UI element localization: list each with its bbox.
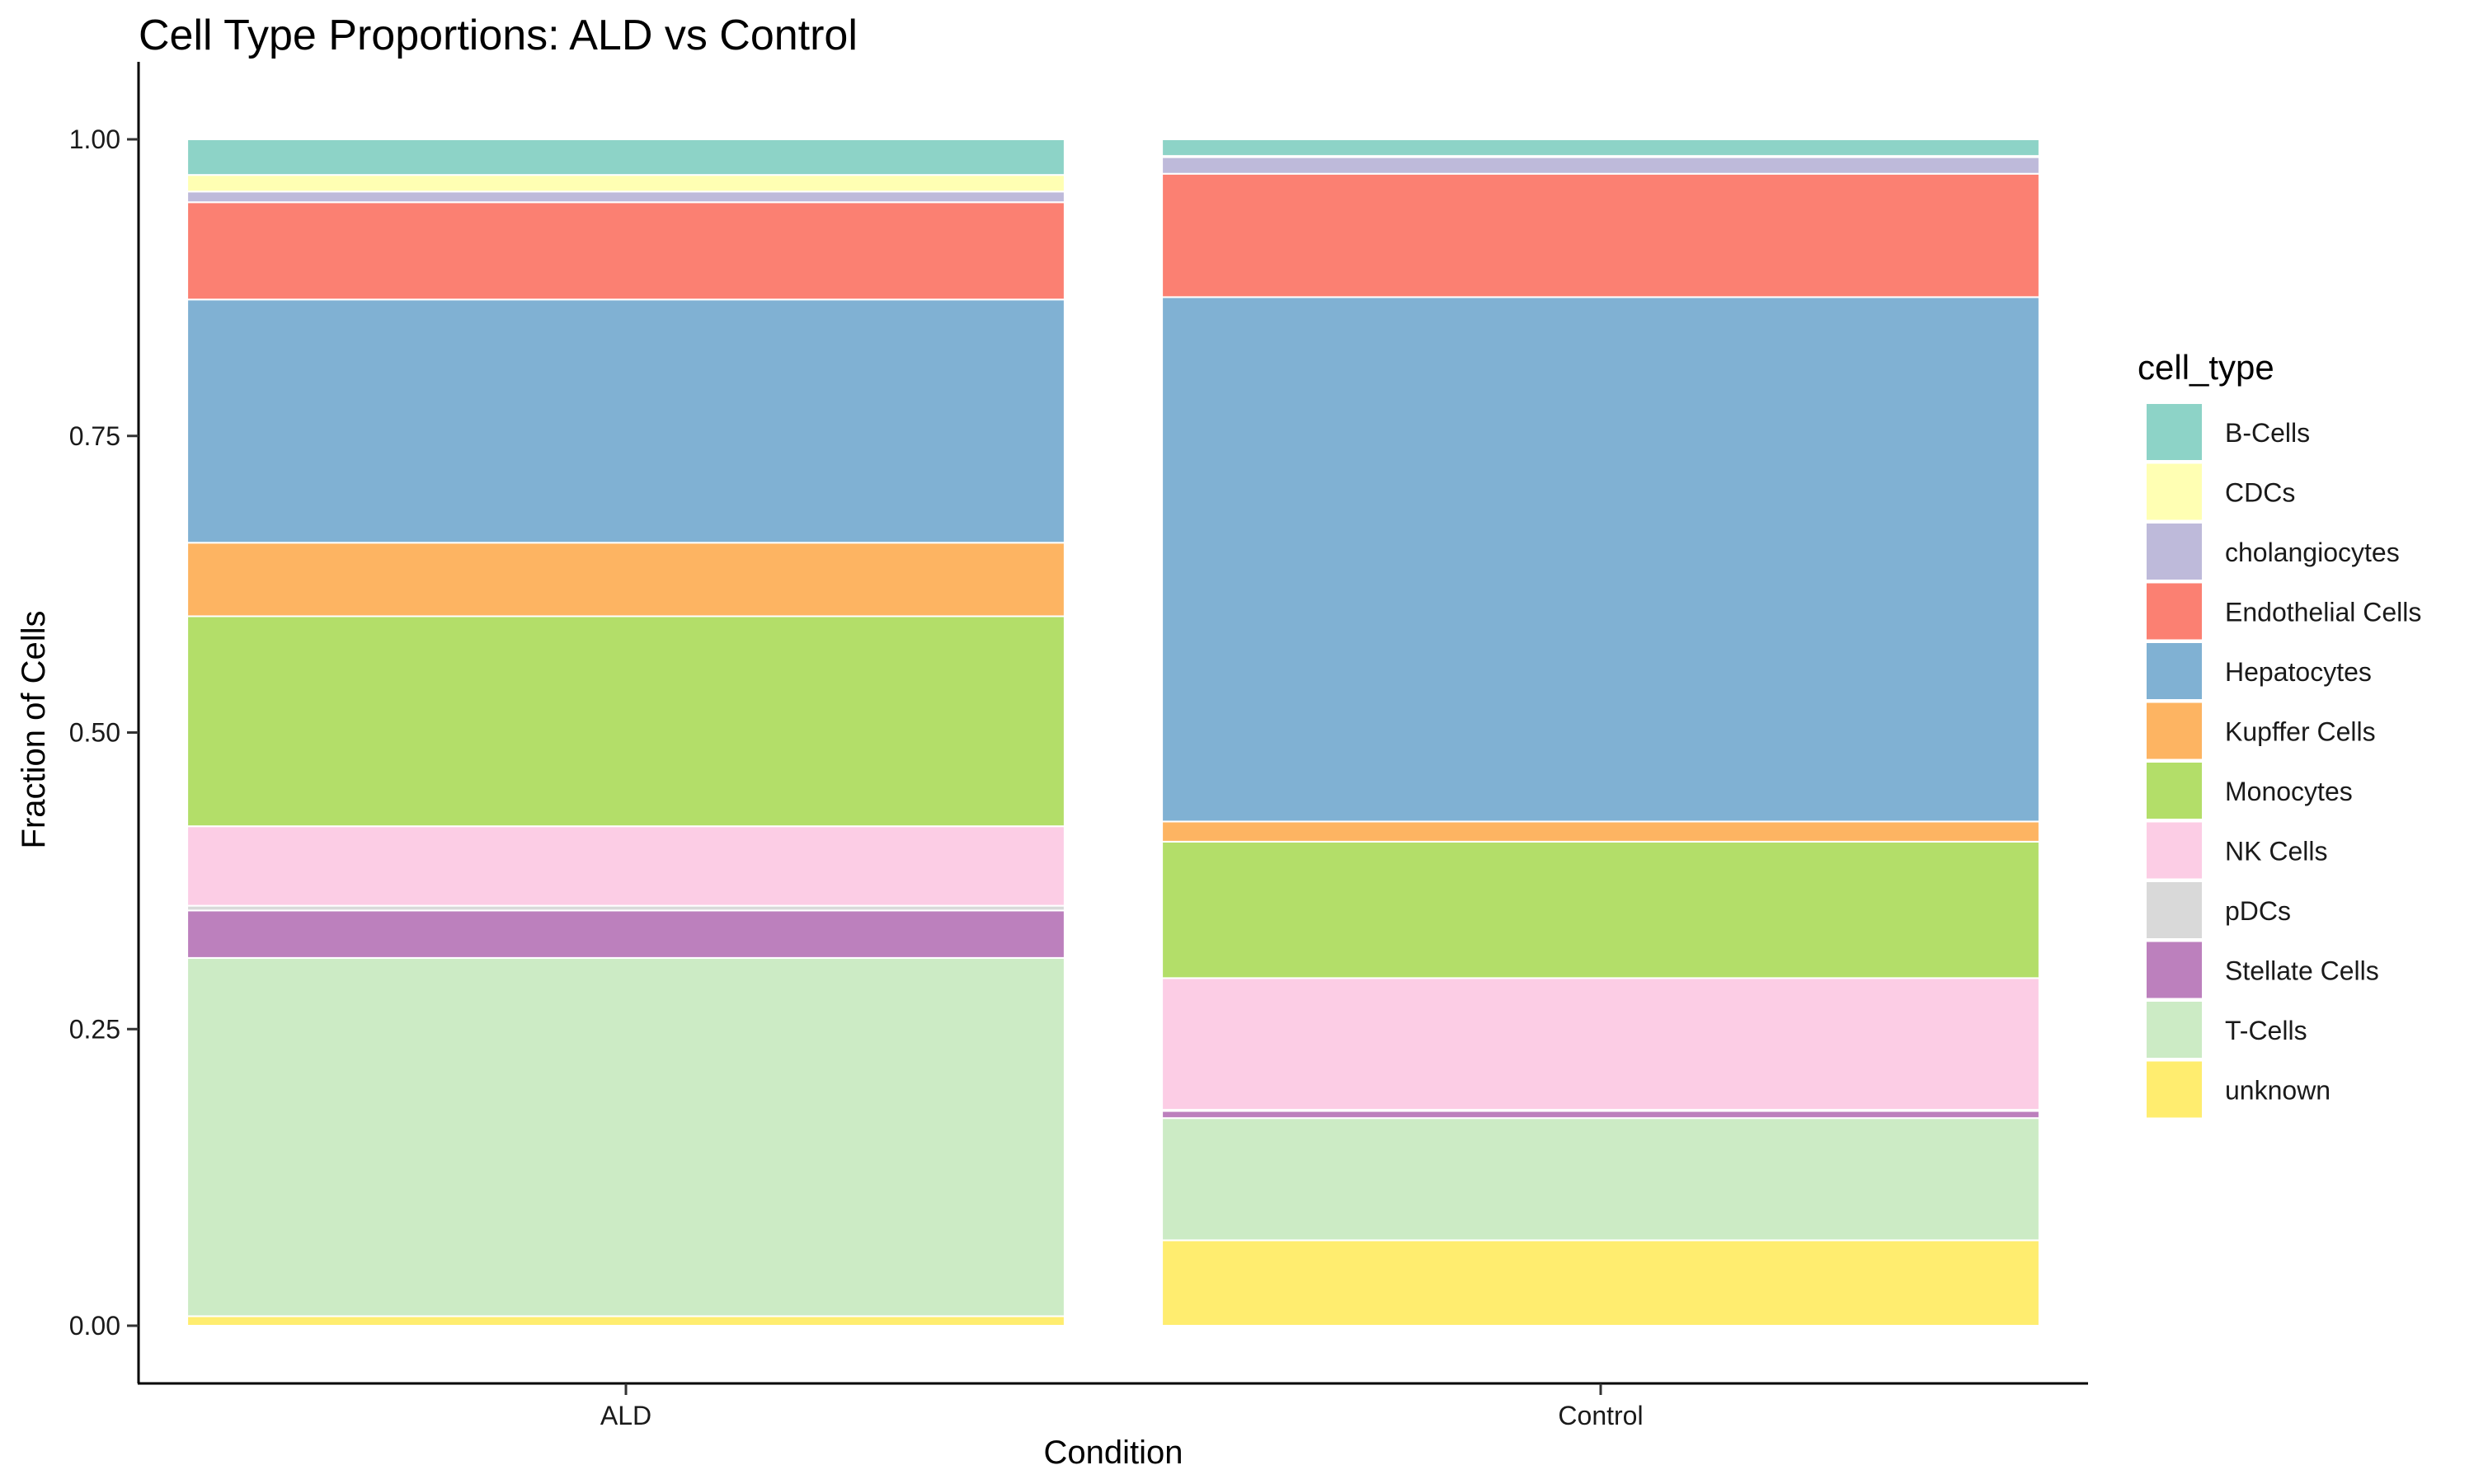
- bar-segment-ald-cholangiocytes: [186, 190, 1065, 204]
- legend-items: B-Cells CDCs cholangiocytes Endothelial Cel…: [2147, 404, 2421, 1118]
- legend-label-stellate-cells: Stellate Cells: [2225, 956, 2379, 986]
- legend-label-kupffer-cells: Kupffer Cells: [2225, 717, 2376, 747]
- legend-swatch-hepatocytes: [2147, 643, 2202, 699]
- legend-swatch-unknown: [2147, 1061, 2202, 1118]
- bar-segment-control-monocytes: [1161, 840, 2040, 979]
- legend-title: cell_type: [2138, 348, 2274, 387]
- x-tick-label-control: Control: [1558, 1401, 1643, 1430]
- bar-segment-control-unknown: [1161, 1239, 2040, 1327]
- legend-swatch-kupffer-cells: [2147, 702, 2202, 759]
- legend-label-nk-cells: NK Cells: [2225, 837, 2327, 866]
- legend-label-hepatocytes: Hepatocytes: [2225, 657, 2372, 687]
- legend-label-monocytes: Monocytes: [2225, 777, 2353, 806]
- bar-segment-ald-b-cells: [186, 139, 1065, 176]
- legend-label-b-cells: B-Cells: [2225, 418, 2310, 448]
- bar-segment-ald-stellate-cells: [186, 909, 1065, 959]
- x-axis-title: Condition: [1043, 1435, 1183, 1471]
- legend-swatch-cdcs: [2147, 463, 2202, 520]
- legend-label-endothelial-cells: Endothelial Cells: [2225, 598, 2421, 627]
- bar-segment-ald-hepatocytes: [186, 298, 1065, 544]
- legend-swatch-cholangiocytes: [2147, 524, 2202, 580]
- bar-segment-ald-kupffer-cells: [186, 542, 1065, 618]
- legend-label-unknown: unknown: [2225, 1076, 2331, 1106]
- bar-segment-ald-monocytes: [186, 615, 1065, 828]
- y-tick-label: 0.00: [69, 1311, 120, 1341]
- legend: cell_type B-Cells CDCs cholangiocytes Endot…: [2138, 348, 2421, 1118]
- y-tick-label: 0.25: [69, 1014, 120, 1044]
- y-axis-title: Fraction of Cells: [16, 611, 52, 849]
- y-tick-label: 0.75: [69, 421, 120, 451]
- bar-segment-control-hepatocytes: [1161, 296, 2040, 823]
- bar-segment-control-endothelial-cells: [1161, 172, 2040, 298]
- bar-segment-ald-t-cells: [186, 956, 1065, 1317]
- legend-swatch-b-cells: [2147, 404, 2202, 460]
- bar-segment-ald-cdcs: [186, 174, 1065, 193]
- legend-swatch-stellate-cells: [2147, 942, 2202, 998]
- y-tick-label: 0.50: [69, 718, 120, 748]
- bar-segment-ald-endothelial-cells: [186, 201, 1065, 301]
- bar-segment-control-t-cells: [1161, 1117, 2040, 1242]
- legend-swatch-endothelial-cells: [2147, 583, 2202, 640]
- bar-segment-control-stellate-cells: [1161, 1110, 2040, 1120]
- legend-label-cholangiocytes: cholangiocytes: [2225, 538, 2400, 567]
- chart-title: Cell Type Proportions: ALD vs Control: [139, 12, 858, 59]
- bar-segment-control-kupffer-cells: [1161, 820, 2040, 843]
- legend-swatch-monocytes: [2147, 763, 2202, 819]
- bar-segment-ald-nk-cells: [186, 825, 1065, 907]
- legend-label-t-cells: T-Cells: [2225, 1016, 2307, 1045]
- legend-swatch-nk-cells: [2147, 822, 2202, 879]
- x-tick-label-ald: ALD: [600, 1401, 651, 1430]
- bar-segment-ald-unknown: [186, 1315, 1065, 1327]
- legend-swatch-pdcs: [2147, 882, 2202, 938]
- legend-label-cdcs: CDCs: [2225, 478, 2295, 508]
- x-ticks-group: ALD Control: [600, 1383, 1644, 1430]
- y-tick-label: 1.00: [69, 124, 120, 154]
- bar-segment-control-b-cells: [1161, 139, 2040, 157]
- bars-group: [186, 139, 2040, 1327]
- bar-segment-control-nk-cells: [1161, 977, 2040, 1111]
- y-ticks-group: 0.00 0.25 0.50 0.75 1.00: [69, 124, 139, 1341]
- legend-swatch-t-cells: [2147, 1002, 2202, 1058]
- bar-segment-control-cholangiocytes: [1161, 156, 2040, 175]
- legend-label-pdcs: pDCs: [2225, 896, 2291, 926]
